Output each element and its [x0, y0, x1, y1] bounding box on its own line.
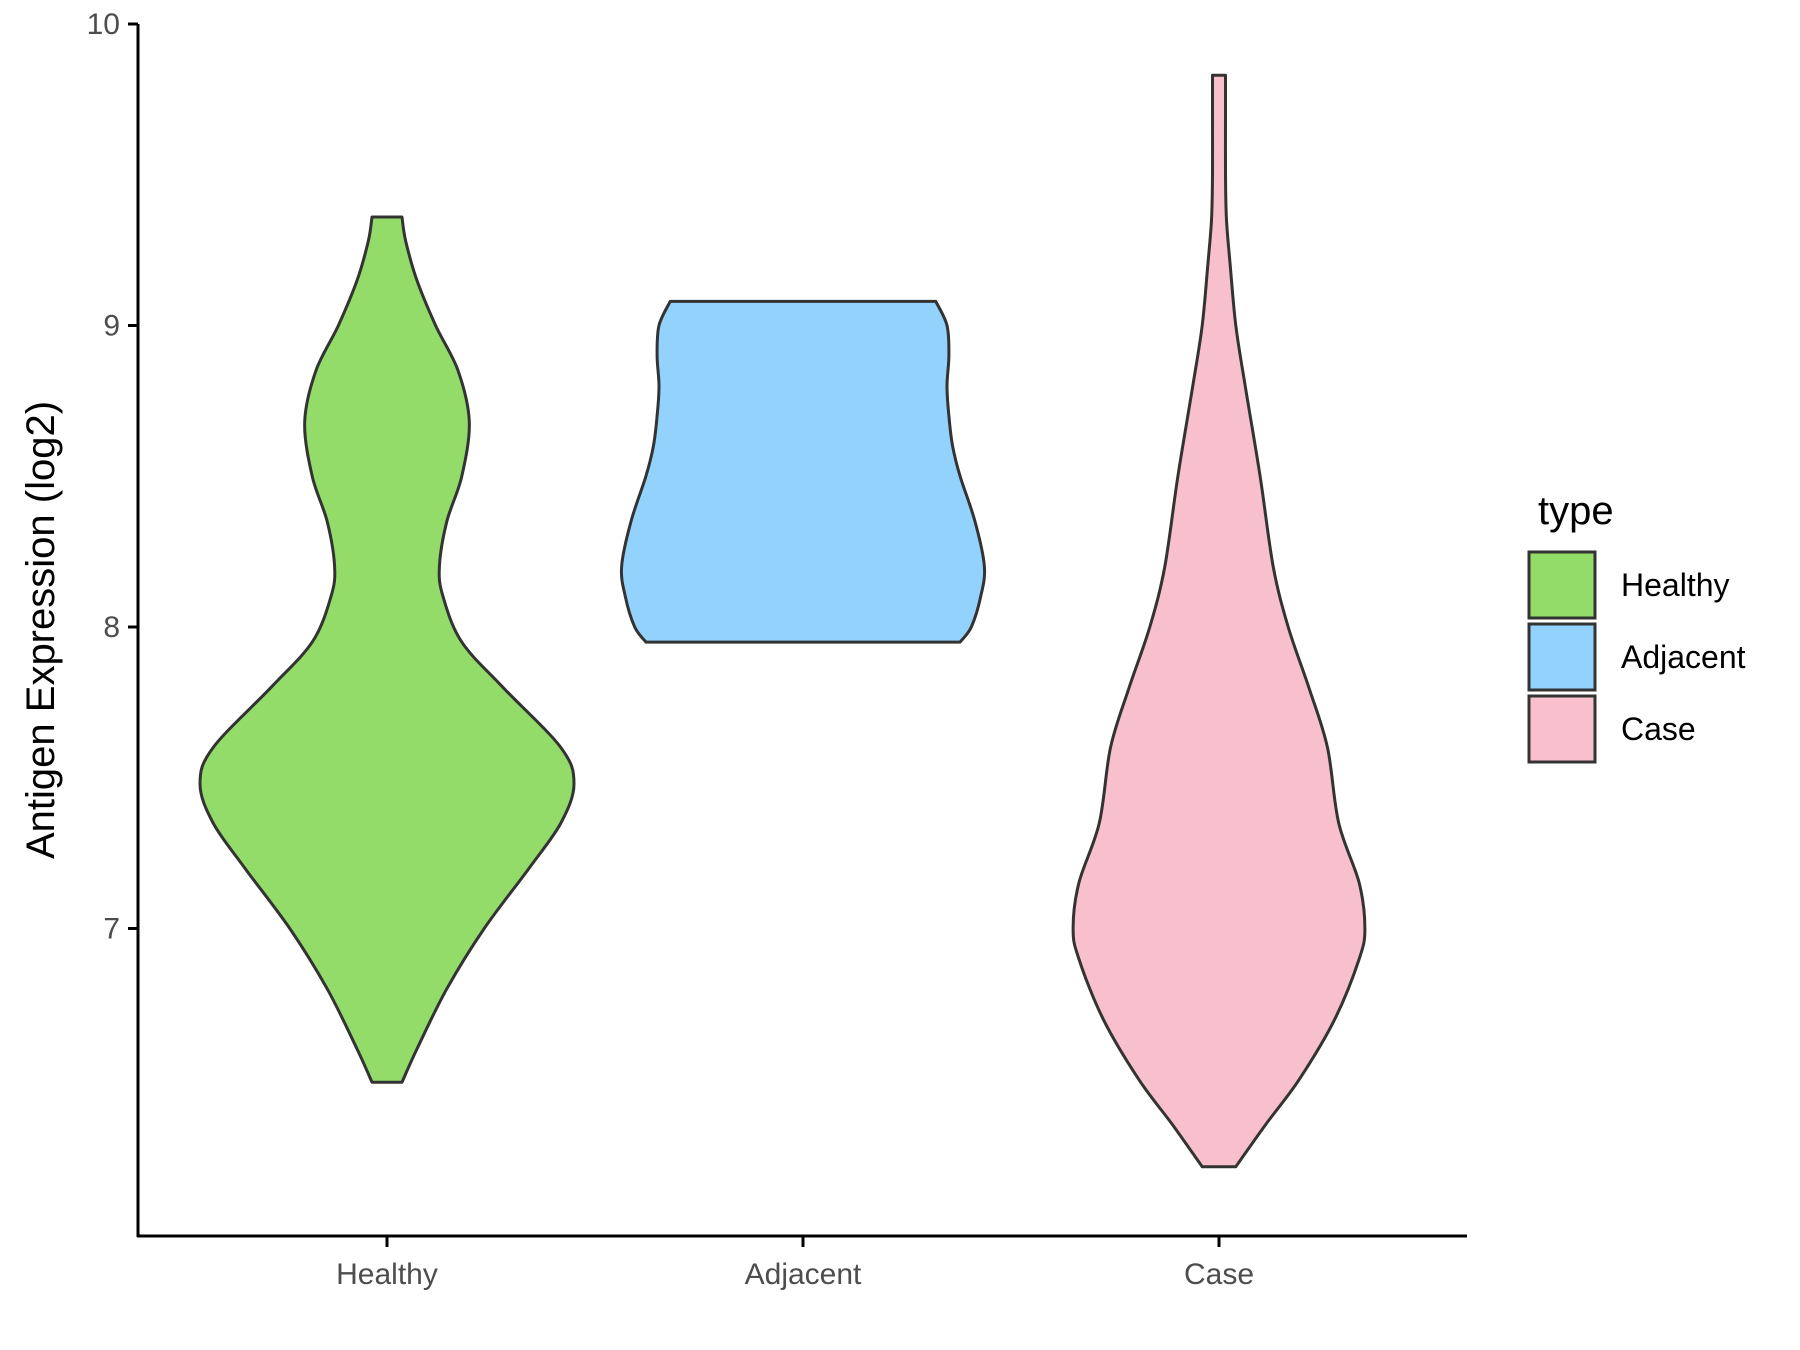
y-axis-title: Antigen Expression (log2)	[19, 401, 63, 859]
legend-swatch-case	[1527, 694, 1597, 764]
violin-case	[1071, 73, 1367, 1169]
violins	[198, 73, 1367, 1169]
legend-swatch-adjacent	[1527, 622, 1597, 692]
y-tick-label: 8	[103, 611, 120, 644]
y-ticks: 7 8 9 10	[87, 8, 138, 945]
legend-label-case: Case	[1621, 711, 1696, 747]
x-tick-label: Adjacent	[745, 1258, 862, 1291]
y-tick-label: 9	[103, 309, 120, 342]
legend: type Healthy Adjacent Case	[1527, 489, 1746, 764]
x-tick-label: Case	[1184, 1258, 1254, 1291]
y-tick-label: 7	[103, 912, 120, 945]
x-ticks: Healthy Adjacent Case	[336, 1237, 1254, 1291]
violin-healthy	[198, 215, 576, 1084]
violin-adjacent	[619, 299, 987, 644]
y-tick-label: 10	[87, 8, 120, 41]
legend-title: type	[1538, 489, 1614, 533]
x-tick-label: Healthy	[336, 1258, 438, 1291]
legend-items: Healthy Adjacent Case	[1527, 550, 1746, 764]
legend-swatch-healthy	[1527, 550, 1597, 620]
legend-label-adjacent: Adjacent	[1621, 639, 1746, 675]
legend-label-healthy: Healthy	[1621, 567, 1730, 603]
